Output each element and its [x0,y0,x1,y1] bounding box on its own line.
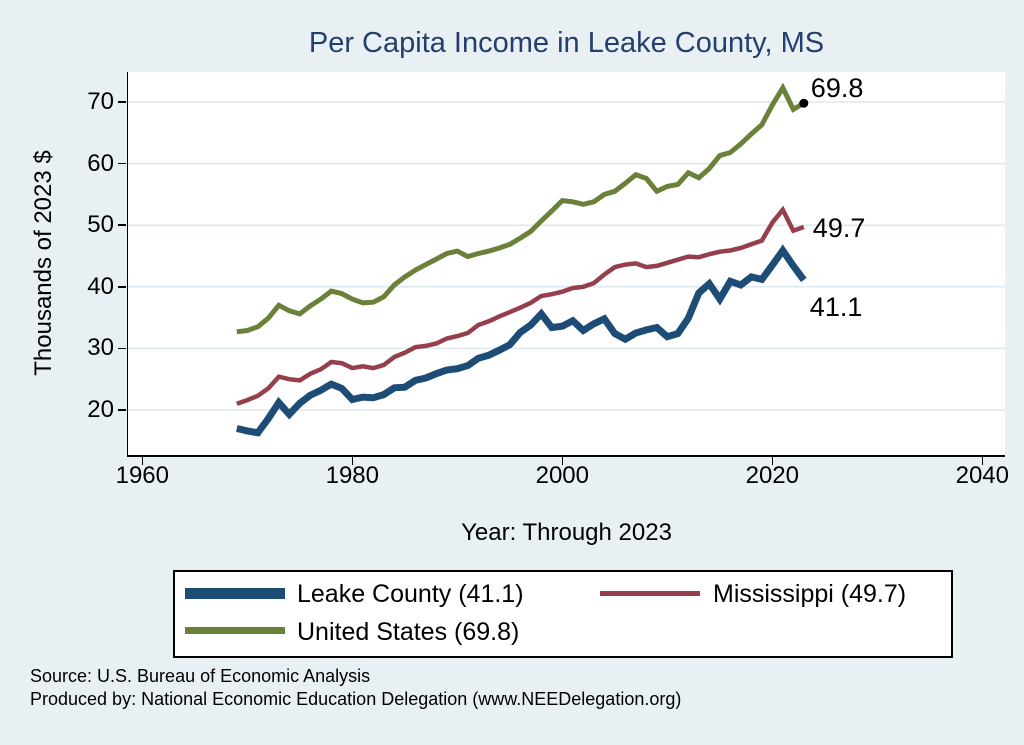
y-tick-60 [118,162,126,165]
y-tick-70 [118,101,126,103]
x-tick-label-2040: 2040 [955,462,1009,489]
legend-box: Leake County (41.1) Mississippi (49.7) U… [173,570,953,658]
y-tick-40 [118,286,126,288]
x-tick-2020 [771,456,774,465]
y-tick-50 [118,224,126,226]
x-tick-1960 [141,456,144,465]
y-axis-title: Thousands of 2023 $ [30,150,57,376]
series-line-mississippi [236,205,805,406]
x-tick-1980 [351,456,354,465]
series-line-united-states [236,82,806,335]
x-tick-2040 [981,456,984,465]
footer-notes: Source: U.S. Bureau of Economic Analysis… [30,665,681,710]
series-line-leake-county [236,244,807,437]
legend-label-leake-county: Leake County (41.1) [297,580,524,608]
x-axis-line [126,455,1005,457]
end-value-label-69.8: 69.8 [810,73,864,104]
legend-label-mississippi: Mississippi (49.7) [713,580,907,608]
y-tick-label-50: 50 [87,211,114,239]
end-dot-united-states [799,98,809,108]
y-tick-30 [118,347,126,350]
y-axis-line [126,72,129,457]
x-tick-2000 [561,456,564,465]
x-tick-label-2000: 2000 [535,462,589,489]
y-tick-label-40: 40 [87,272,114,300]
y-tick-label-30: 30 [87,334,114,362]
legend-swatch-leake-county [185,588,285,599]
source-note: Source: U.S. Bureau of Economic Analysis [30,666,371,686]
end-value-label-49.7: 49.7 [812,213,866,244]
y-tick-label-60: 60 [87,149,114,177]
y-tick-label-70: 70 [87,88,114,115]
legend-swatch-mississippi [600,591,700,596]
x-axis-title: Year: Through 2023 [461,519,672,546]
x-tick-label-2020: 2020 [745,462,799,489]
legend-swatch-united-states [185,627,285,634]
plot-canvas [128,82,1005,437]
x-tick-label-1960: 1960 [115,462,169,489]
end-value-label-41.1: 41.1 [809,292,863,323]
plot-area [128,72,1005,455]
y-tick-20 [118,409,126,411]
x-tick-label-1980: 1980 [325,462,379,489]
y-tick-label-20: 20 [87,396,114,423]
legend-label-united-states: United States (69.8) [297,618,520,646]
chart-title: Per Capita Income in Leake County, MS [308,27,825,59]
produced-by-note: Produced by: National Economic Education… [30,688,682,709]
